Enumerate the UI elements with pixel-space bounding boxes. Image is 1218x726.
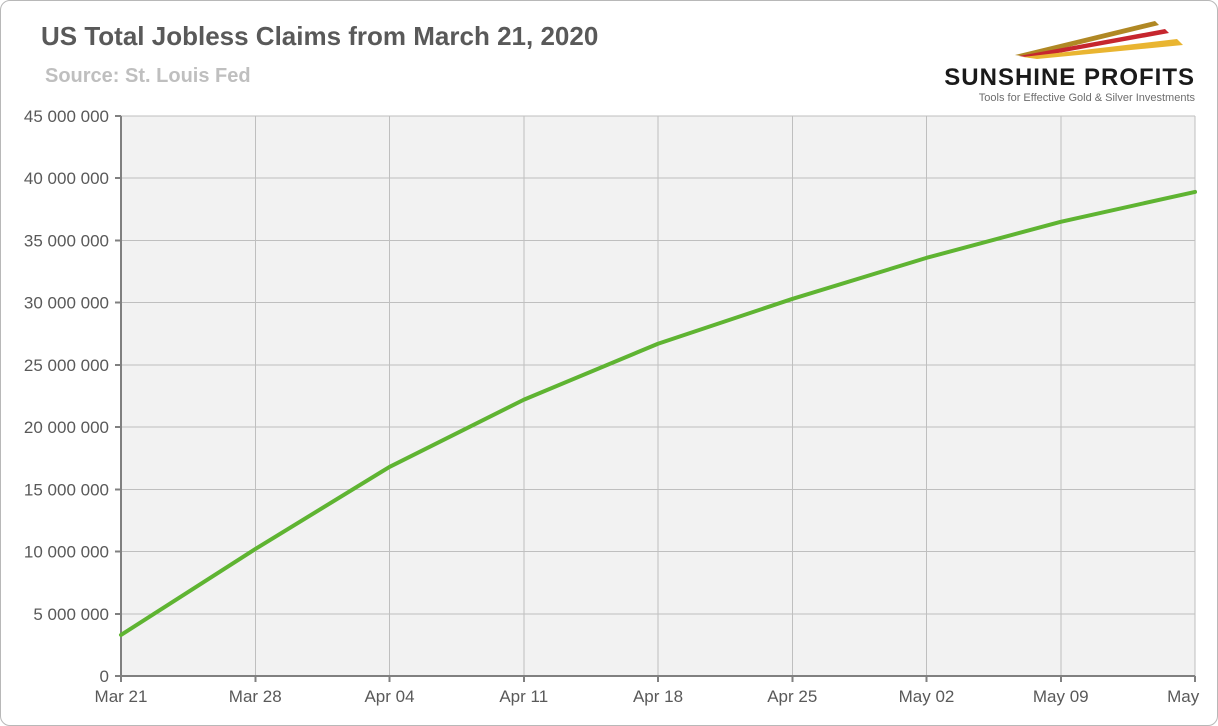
y-tick-label: 0 — [100, 667, 109, 686]
x-tick-label: Mar 28 — [229, 687, 282, 706]
y-tick-label: 5 000 000 — [33, 605, 109, 624]
x-tick-label: Apr 04 — [364, 687, 414, 706]
y-tick-label: 35 000 000 — [24, 231, 109, 250]
y-tick-label: 45 000 000 — [24, 107, 109, 126]
y-tick-label: 30 000 000 — [24, 294, 109, 313]
x-tick-label: Apr 11 — [499, 687, 548, 706]
x-tick-label: Apr 25 — [767, 687, 817, 706]
x-tick-label: Mar 21 — [95, 687, 148, 706]
y-tick-label: 15 000 000 — [24, 480, 109, 499]
chart-card: US Total Jobless Claims from March 21, 2… — [0, 0, 1218, 726]
y-tick-label: 20 000 000 — [24, 418, 109, 437]
x-tick-label: May 16 — [1167, 687, 1205, 706]
line-chart: 0 5 000 000 10 000 000 15 000 000 20 000 000… — [1, 1, 1205, 716]
x-tick-label: May 09 — [1033, 687, 1089, 706]
y-tick-label: 25 000 000 — [24, 356, 109, 375]
x-tick-label: May 02 — [899, 687, 955, 706]
y-tick-label: 40 000 000 — [24, 169, 109, 188]
y-tick-label: 10 000 000 — [24, 543, 109, 562]
x-tick-label: Apr 18 — [633, 687, 683, 706]
